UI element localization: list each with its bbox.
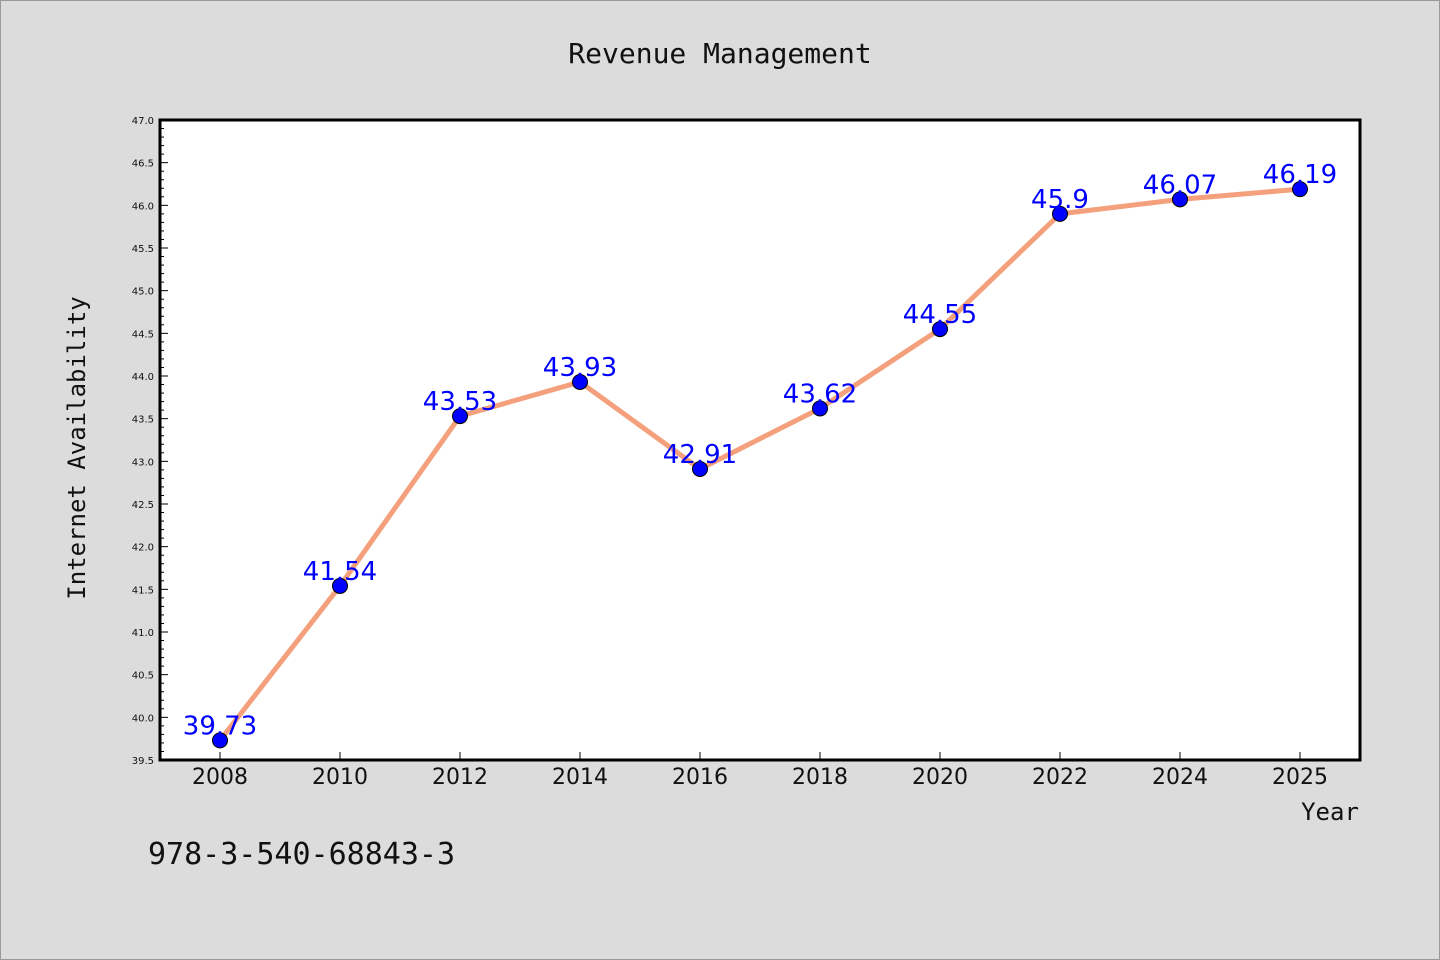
x-tick-label: 2020 [912, 765, 968, 790]
data-point [572, 373, 588, 390]
x-tick-label: 2016 [672, 765, 728, 790]
data-label-layer: 39.73 41.54 43.53 43.93 42.91 43.62 44.55 45.9 4… [183, 160, 1337, 741]
data-label: 44.55 [903, 300, 977, 330]
data-label: 43.53 [423, 387, 497, 417]
y-axis-title: Internet Availability [63, 296, 91, 599]
x-tick-label: 2022 [1032, 765, 1088, 790]
y-tick-label: 47.0 [132, 116, 154, 127]
data-label: 39.73 [183, 711, 257, 741]
y-tick-label: 40.0 [132, 713, 154, 724]
x-tick-label: 2012 [432, 765, 488, 790]
data-label: 46.07 [1143, 170, 1217, 200]
y-tick-label: 46.5 [132, 159, 154, 170]
y-tick-label: 41.0 [132, 628, 154, 639]
y-tick-label: 41.5 [132, 585, 154, 596]
y-tick-label: 44.5 [132, 329, 154, 340]
data-label: 42.91 [663, 440, 737, 470]
data-point [212, 732, 228, 749]
x-tick-label: 2025 [1272, 765, 1328, 790]
x-tick-label: 2024 [1152, 765, 1208, 790]
y-tick-label: 42.0 [132, 543, 154, 554]
y-tick-label: 43.5 [132, 415, 154, 426]
data-point [812, 400, 828, 417]
y-tick-label: 39.5 [132, 756, 154, 767]
x-axis: 2008 2010 2012 2014 2016 2018 2020 2022 2024 2025 [192, 752, 1328, 790]
x-tick-label: 2008 [192, 765, 248, 790]
data-point [332, 577, 348, 594]
series-line [217, 186, 1303, 743]
data-label: 41.54 [303, 557, 377, 587]
y-tick-label: 42.5 [132, 500, 154, 511]
data-point [692, 461, 708, 478]
data-label: 46.19 [1263, 160, 1337, 190]
x-tick-label: 2010 [312, 765, 368, 790]
y-tick-label: 43.0 [132, 457, 154, 468]
y-tick-label: 45.5 [132, 244, 154, 255]
x-tick-label: 2018 [792, 765, 848, 790]
y-tick-label: 45.0 [132, 287, 154, 298]
data-point [452, 408, 468, 425]
footnote-isbn: 978-3-540-68843-3 [148, 837, 455, 872]
x-tick-label: 2014 [552, 765, 608, 790]
y-axis: 39.5 40.0 40.5 41.0 41.5 42.0 42.5 43.0 43.5 44.0… [132, 116, 168, 767]
y-tick-label: 46.0 [132, 201, 154, 212]
y-tick-label: 40.5 [132, 671, 154, 682]
series-layer [212, 181, 1308, 749]
chart-title: Revenue Management [568, 37, 871, 70]
y-tick-label: 44.0 [132, 372, 154, 383]
data-point [1052, 205, 1068, 222]
data-label: 43.93 [543, 353, 617, 383]
data-label: 45.9 [1031, 185, 1089, 215]
data-point [1292, 181, 1308, 198]
data-label: 43.62 [783, 379, 857, 409]
data-point [932, 321, 948, 338]
data-point [1172, 191, 1188, 208]
x-axis-title: Year [1301, 798, 1359, 826]
